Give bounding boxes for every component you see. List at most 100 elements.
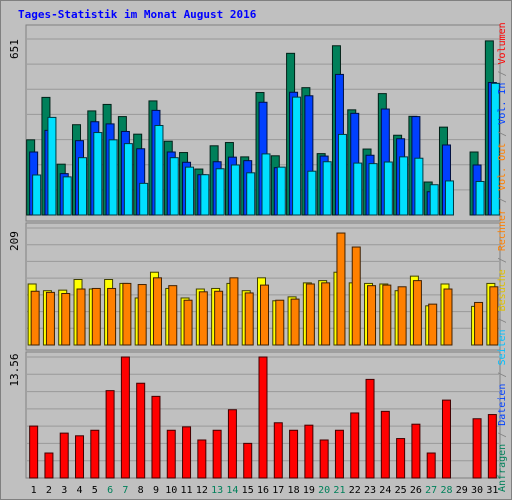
bar-rechner-day-15 [244,292,254,346]
day-label-16: 16 [257,485,269,496]
legend-item-separator: / [497,191,508,209]
bar-rechner-day-7 [122,282,132,346]
chart-title: Tages-Statistik im Monat August 2016 [18,8,257,21]
day-label-21: 21 [333,485,345,496]
day-label-5: 5 [92,485,98,496]
bar-rechner-day-26 [412,280,422,346]
bar-seiten-day-10 [169,157,179,216]
bar-rechner-day-1 [30,290,40,346]
bar-volumen-day-12 [197,439,207,479]
day-label-31: 31 [486,485,498,496]
bar-volumen-day-13 [212,429,222,479]
panel-middle: 209 [8,222,501,351]
day-label-30: 30 [471,485,483,496]
bar-rechner-day-14 [229,277,239,346]
bar-rechner-day-20 [321,282,331,346]
legend-item-dateien: Dateien [497,384,508,426]
bar-seiten-day-4 [78,157,88,216]
bar-volumen-day-15 [243,442,253,479]
panel-bottom: 13.56 [8,351,501,479]
bar-rechner-day-28 [443,288,453,346]
day-label-8: 8 [138,485,144,496]
bar-rechner-day-30 [474,301,484,346]
bar-seiten-day-2 [47,116,57,216]
legend-item-separator: / [497,311,508,329]
chart-panels: 651 209 13.56 [8,24,501,479]
bar-rechner-day-27 [428,303,438,346]
day-label-25: 25 [395,485,407,496]
day-label-26: 26 [410,485,422,496]
bar-seiten-day-9 [154,125,164,216]
bar-rechner-day-13 [214,290,224,346]
bar-volumen-day-20 [319,439,329,479]
day-label-22: 22 [349,485,361,496]
bar-seiten-day-3 [62,176,72,216]
day-label-4: 4 [77,485,83,496]
bar-rechner-day-10 [168,285,178,346]
bar-rechner-day-22 [351,246,361,346]
day-label-7: 7 [122,485,128,496]
bar-seiten-day-16 [261,153,271,216]
bar-seiten-day-8 [139,182,149,216]
legend-item-seiten: Seiten [497,329,508,365]
bar-seiten-day-18 [292,96,302,216]
bar-volumen-day-31 [487,414,497,479]
day-label-1: 1 [31,485,37,496]
bar-volumen-day-5 [90,429,100,479]
day-axis-labels: 1 2 3 4 5 6 7 8 9 10 11 12 13 14 15 16 17 18 19 20 21 22 23 24 2… [31,485,499,496]
day-label-9: 9 [153,485,159,496]
day-label-2: 2 [46,485,52,496]
bar-volumen-day-19 [304,424,314,479]
bar-rechner-day-5 [91,287,101,346]
ymax-label: 13.56 [8,353,21,386]
bar-volumen-day-4 [75,435,85,479]
day-label-14: 14 [226,485,238,496]
bar-seiten-day-27 [429,184,439,216]
bar-seiten-day-22 [353,162,363,216]
bar-volumen-day-16 [258,356,268,479]
bar-seiten-day-23 [368,163,378,216]
bar-volumen-day-10 [166,429,176,479]
bar-rechner-day-23 [367,285,377,346]
day-label-15: 15 [242,485,254,496]
day-label-19: 19 [303,485,315,496]
bar-rechner-day-3 [61,292,71,346]
bar-seiten-day-14 [230,164,240,216]
bar-volumen-day-30 [472,418,482,479]
bar-seiten-day-19 [307,170,317,216]
bar-seiten-day-30 [475,180,485,216]
bar-volumen-day-22 [350,412,360,479]
bar-seiten-day-11 [185,166,195,216]
bar-rechner-day-24 [382,284,392,346]
legend-item-separator: / [497,426,508,444]
bar-volumen-day-14 [227,409,237,479]
bar-rechner-day-21 [336,232,346,346]
bar-seiten-day-31 [490,82,500,216]
legend-item-separator: / [497,366,508,384]
bar-volumen-day-1 [29,425,39,479]
bar-rechner-day-18 [290,298,300,346]
day-label-24: 24 [379,485,391,496]
bar-seiten-day-15 [246,172,256,216]
ymax-label: 209 [8,231,21,251]
day-label-18: 18 [288,485,300,496]
bar-rechner-day-16 [260,284,269,346]
bar-volumen-day-28 [441,399,451,479]
bar-seiten-day-24 [383,161,393,216]
bar-seiten-day-1 [32,174,42,216]
bar-volumen-day-3 [59,432,69,479]
bar-volumen-day-9 [151,395,161,479]
bar-seiten-day-6 [108,139,118,216]
bar-rechner-day-6 [107,287,117,346]
bar-seiten-day-25 [399,156,409,216]
bar-rechner-day-25 [397,286,407,346]
day-label-29: 29 [456,485,468,496]
panel-top: 651 [8,24,501,222]
bar-volumen-day-8 [136,382,146,479]
bar-volumen-day-17 [273,422,283,479]
day-label-11: 11 [181,485,193,496]
legend-item-anfragen: Anfragen [497,444,508,492]
bar-volumen-day-26 [411,423,421,479]
bar-volumen-day-18 [289,429,299,479]
